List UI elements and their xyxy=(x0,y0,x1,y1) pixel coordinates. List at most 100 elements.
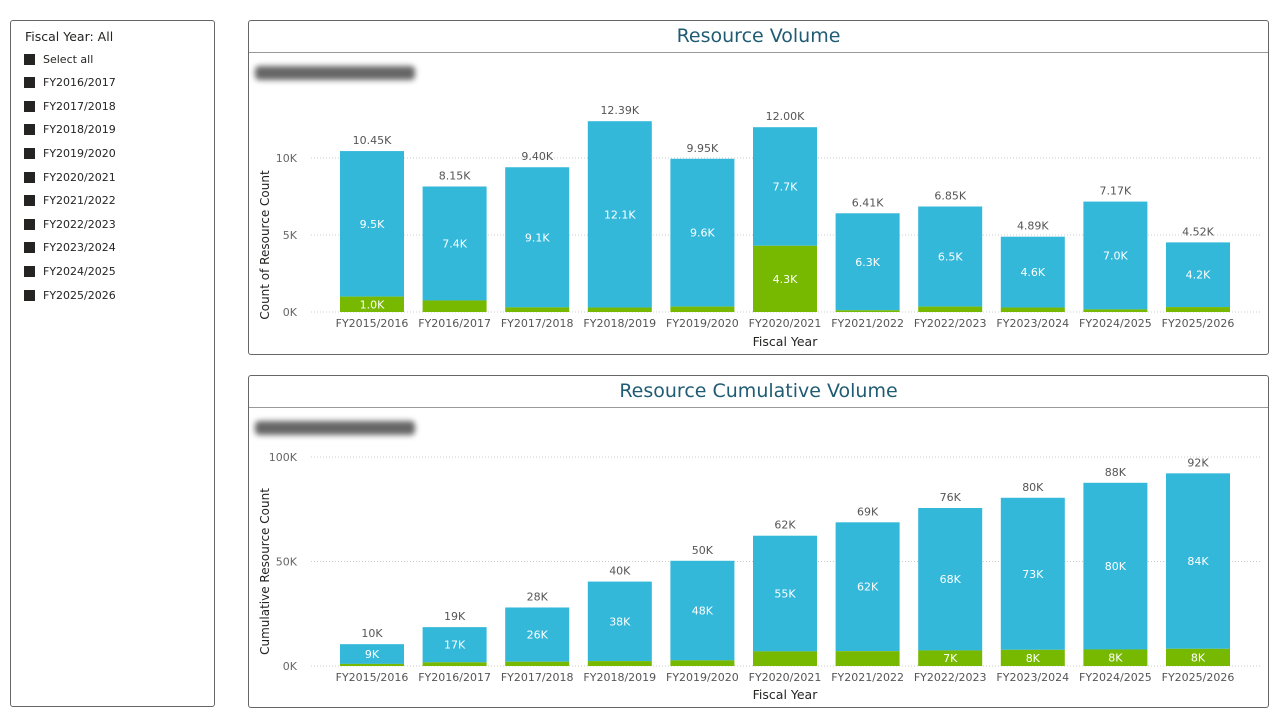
total-label: 10K xyxy=(361,627,383,640)
bar-segment-series-b xyxy=(505,661,570,666)
data-label: 9K xyxy=(365,648,380,661)
y-tick-label: 0K xyxy=(283,306,298,319)
x-tick-label: FY2023/2024 xyxy=(996,671,1069,684)
checkbox-icon[interactable] xyxy=(24,100,35,112)
data-label: 8K xyxy=(1191,651,1206,664)
x-axis-title: Fiscal Year xyxy=(753,334,819,349)
slicer-item[interactable]: FY2024/2025 xyxy=(24,262,116,280)
checkbox-icon[interactable] xyxy=(24,265,35,277)
slicer-item[interactable]: FY2017/2018 xyxy=(24,97,116,115)
bar-segment-series-a xyxy=(918,507,983,651)
slicer-item[interactable]: Select all xyxy=(24,50,93,68)
y-tick-label: 10K xyxy=(276,152,298,165)
bar-segment-series-b xyxy=(587,661,652,666)
slicer-item-label: FY2023/2024 xyxy=(43,241,116,255)
slicer-item[interactable]: FY2020/2021 xyxy=(24,168,116,186)
total-label: 9.95K xyxy=(687,142,719,155)
checkbox-icon[interactable] xyxy=(24,218,35,230)
data-label: 38K xyxy=(609,615,631,628)
total-label: 80K xyxy=(1022,481,1044,494)
slicer-item[interactable]: FY2023/2024 xyxy=(24,239,116,257)
x-tick-label: FY2015/2016 xyxy=(336,671,409,684)
bar-segment-series-a xyxy=(918,206,983,307)
x-tick-label: FY2025/2026 xyxy=(1162,317,1235,330)
bar-segment-series-b xyxy=(1083,309,1148,312)
total-label: 7.17K xyxy=(1100,185,1132,198)
data-label: 17K xyxy=(444,639,466,652)
bar-segment-series-a xyxy=(1166,473,1230,649)
total-label: 76K xyxy=(940,491,962,504)
bar-segment-series-a xyxy=(422,627,487,663)
slicer-item-label: Select all xyxy=(43,52,94,66)
bar-segment-series-b xyxy=(1000,307,1065,312)
bar-segment-series-b xyxy=(1166,648,1230,666)
total-label: 12.00K xyxy=(766,110,805,123)
bar-segment-series-a xyxy=(753,535,817,652)
data-label: 1.0K xyxy=(360,298,385,311)
y-tick-label: 100K xyxy=(269,451,298,464)
x-tick-label: FY2018/2019 xyxy=(583,671,656,684)
data-label: 68K xyxy=(940,573,962,586)
bar-segment-series-b xyxy=(670,660,735,666)
bar-segment-series-a xyxy=(1083,201,1148,310)
bar-segment-series-a xyxy=(1000,236,1065,308)
slicer-item-label: FY2024/2025 xyxy=(43,264,116,278)
bar-segment-series-a xyxy=(835,213,900,311)
resource-cumulative-volume-panel: Resource Cumulative Volume 0K 50K 100K Cumu… xyxy=(248,375,1269,708)
slicer-item[interactable]: FY2021/2022 xyxy=(24,192,116,210)
x-tick-label: FY2018/2019 xyxy=(583,317,656,330)
bar-segment-series-b xyxy=(1166,307,1230,312)
data-label: 4.6K xyxy=(1020,266,1045,279)
checkbox-icon[interactable] xyxy=(24,53,35,65)
data-label: 7.7K xyxy=(773,180,798,193)
x-tick-label: FY2019/2020 xyxy=(666,317,739,330)
y-tick-label: 5K xyxy=(283,229,298,242)
slicer-item[interactable]: FY2019/2020 xyxy=(24,144,116,162)
fiscal-year-slicer: Fiscal Year: All Select all FY2016/2017 FY… xyxy=(10,20,215,707)
y-tick-label: 50K xyxy=(276,556,298,569)
slicer-item-label: FY2020/2021 xyxy=(43,170,116,184)
bar-segment-series-b xyxy=(753,245,817,312)
data-label: 73K xyxy=(1022,568,1044,581)
checkbox-icon[interactable] xyxy=(24,289,35,301)
chart-title: Resource Volume xyxy=(249,21,1268,53)
data-label: 12.1K xyxy=(604,208,636,221)
data-label: 4.3K xyxy=(773,273,798,286)
resource-volume-panel: Resource Volume 0K 5K 10K Count of Resource… xyxy=(248,20,1269,355)
bar-segment-series-a xyxy=(753,127,817,246)
y-tick-label: 0K xyxy=(283,660,298,673)
y-axis-title: Cumulative Resource Count xyxy=(258,488,272,655)
x-tick-label: FY2021/2022 xyxy=(831,671,904,684)
data-label: 55K xyxy=(774,588,796,601)
checkbox-icon[interactable] xyxy=(24,242,35,254)
bar-segment-series-a xyxy=(505,167,570,308)
bar-segment-series-b xyxy=(670,306,735,312)
checkbox-icon[interactable] xyxy=(24,147,35,159)
slicer-item[interactable]: FY2018/2019 xyxy=(24,121,116,139)
total-label: 6.85K xyxy=(934,190,966,203)
resource-volume-chart: 0K 5K 10K Count of Resource Count Fiscal Yea… xyxy=(258,104,1261,349)
checkbox-icon[interactable] xyxy=(24,77,35,89)
total-label: 8.15K xyxy=(439,169,471,182)
slicer-title: Fiscal Year: All xyxy=(25,29,114,44)
x-tick-label: FY2016/2017 xyxy=(418,317,491,330)
total-label: 88K xyxy=(1105,466,1127,479)
legend-blurred xyxy=(255,421,415,435)
data-label: 84K xyxy=(1187,555,1209,568)
x-axis-title: Fiscal Year xyxy=(753,687,819,702)
slicer-item[interactable]: FY2025/2026 xyxy=(24,286,116,304)
checkbox-icon[interactable] xyxy=(24,124,35,136)
checkbox-icon[interactable] xyxy=(24,171,35,183)
bar-segment-series-b xyxy=(340,296,404,312)
slicer-item[interactable]: FY2016/2017 xyxy=(24,74,116,92)
total-label: 4.89K xyxy=(1017,220,1049,233)
total-label: 6.41K xyxy=(852,196,884,209)
data-label: 7K xyxy=(943,652,958,665)
checkbox-icon[interactable] xyxy=(24,195,35,207)
total-label: 28K xyxy=(527,590,549,603)
total-label: 9.40K xyxy=(521,150,553,163)
slicer-item[interactable]: FY2022/2023 xyxy=(24,215,116,233)
data-label: 8K xyxy=(1026,652,1041,665)
x-tick-label: FY2017/2018 xyxy=(501,317,574,330)
slicer-item-label: FY2016/2017 xyxy=(43,76,116,90)
